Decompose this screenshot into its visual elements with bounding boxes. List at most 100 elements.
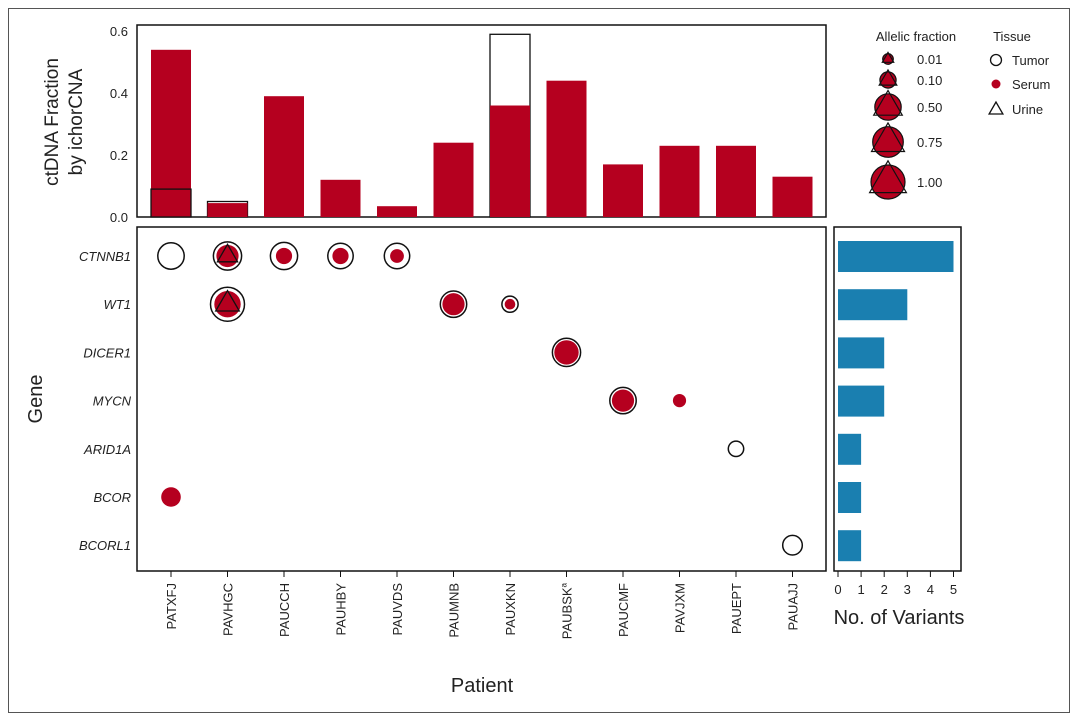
legend-size-circle	[872, 126, 904, 158]
serum-dot	[390, 249, 404, 263]
legend-tissue-title: Tissue	[993, 29, 1031, 44]
legend-tissue-label: Serum	[1012, 77, 1050, 92]
legend-tumor-symbol	[989, 53, 1003, 67]
legend-size-title: Allelic fraction	[876, 29, 956, 44]
variant-dot-matrix: CTNNB1 WT1 DICER1 MYCN ARID1A BCOR BCORL1 PATX…	[25, 226, 827, 697]
variant-count-bar	[838, 337, 885, 369]
serum-bar	[151, 49, 191, 217]
serum-bar	[490, 105, 530, 217]
serum-dot	[554, 340, 579, 365]
urine-triangle	[214, 289, 241, 312]
variant-count-bar	[838, 241, 954, 272]
variant-count-bar	[838, 385, 885, 417]
patient-tick-label: PAUXKN	[503, 583, 518, 636]
serum-dot	[442, 293, 465, 316]
patient-tick-label: PAUCMF	[616, 583, 631, 637]
gene-tick-label: DICER1	[83, 345, 131, 360]
ctdna-ytick-label: 0.2	[110, 148, 128, 163]
patient-superscript: a	[560, 582, 569, 587]
patient-labels: PATXFJ PAVHGC PAUCCH PAUHBY PAUVDS PAUMNB PAUX…	[164, 571, 801, 639]
variants-bar-chart: 0 1 2 3 4 5 No. of Variants	[833, 226, 964, 629]
legend-serum-symbol	[991, 79, 1001, 89]
patient-tick-label: PAUEPT	[729, 583, 744, 634]
variants-plot-frame	[833, 226, 962, 572]
gene-tick-label: BCOR	[93, 490, 131, 505]
patient-tick-label: PAUAJJ	[786, 583, 801, 630]
urine-triangle	[216, 242, 239, 263]
figure-frame	[8, 8, 1070, 713]
ctdna-y-ticks: 0.0 0.2 0.4 0.6	[110, 24, 128, 225]
legend-size-entries: 0.01 0.10 0.50 0.75 1.00	[868, 51, 942, 200]
serum-dot	[275, 247, 293, 265]
tumor-circle	[727, 440, 745, 458]
patient-tick-label: PAUBSKa	[560, 582, 575, 639]
legend-tissue-label: Tumor	[1012, 53, 1050, 68]
gene-labels: CTNNB1 WT1 DICER1 MYCN ARID1A BCOR BCORL1	[79, 249, 132, 553]
serum-bar	[320, 179, 361, 217]
patient-tick-label: PAVHGC	[221, 583, 236, 636]
ctdna-ylabel-line2: by ichorCNA	[66, 68, 87, 175]
serum-bar	[603, 164, 643, 217]
legend-size-label: 0.75	[917, 135, 942, 150]
ctdna-plot-frame	[136, 24, 827, 218]
legend-size-triangle	[872, 89, 904, 116]
variant-count-bar	[838, 289, 908, 321]
variant-count-bar	[838, 433, 862, 465]
patient-tick-label: PAVJXM	[673, 583, 688, 633]
serum-bar	[433, 142, 474, 217]
serum-dot	[216, 244, 239, 268]
variant-xtick-label: 1	[857, 582, 864, 597]
serum-dot	[504, 298, 516, 310]
variant-dots	[157, 241, 804, 556]
legend-size-label: 0.10	[917, 73, 942, 88]
matrix-plot-frame	[136, 226, 827, 572]
variant-xtick-label: 0	[834, 582, 841, 597]
patient-tick-label: PATXFJ	[164, 583, 179, 629]
legend-size-label: 0.01	[917, 52, 942, 67]
legend-size-triangle	[870, 121, 906, 153]
serum-dot	[611, 389, 635, 412]
gene-tick-label: CTNNB1	[79, 249, 131, 264]
ctdna-bar-chart: 0.0 0.2 0.4 0.6 ctDNA Fraction by ichorCNA	[42, 24, 827, 225]
legend: Allelic fraction 0.01 0.10 0.50 0.75 1.00 Ti…	[868, 29, 1050, 200]
legend-urine-symbol	[987, 100, 1005, 115]
variant-xtick-label: 4	[927, 582, 934, 597]
legend-tissue-label: Urine	[1012, 102, 1043, 117]
variant-count-bar	[838, 530, 862, 562]
legend-tissue-entries: Tumor Serum Urine	[987, 53, 1050, 117]
serum-bar	[377, 206, 417, 217]
gene-tick-label: MYCN	[93, 394, 132, 409]
legend-size-circle	[874, 93, 902, 121]
tumor-circle	[781, 534, 804, 556]
ctdna-ylabel-line1: ctDNA Fraction	[42, 58, 63, 186]
serum-bar	[716, 145, 756, 217]
serum-dot	[214, 291, 241, 318]
ctdna-ytick-label: 0.0	[110, 210, 128, 225]
legend-size-label: 0.50	[917, 100, 942, 115]
variant-xtick-label: 5	[950, 582, 957, 597]
serum-bar	[546, 80, 587, 217]
variant-xtick-label: 2	[881, 582, 888, 597]
legend-size-circle	[870, 164, 906, 200]
gene-tick-label: BCORL1	[79, 538, 131, 553]
matrix-ylabel: Gene	[25, 375, 47, 424]
patient-tick-label: PAUVDS	[390, 583, 405, 636]
ctdna-ytick-label: 0.4	[110, 86, 128, 101]
gene-tick-label: ARID1A	[83, 442, 131, 457]
legend-size-triangle	[881, 51, 895, 63]
serum-bar	[207, 203, 248, 217]
ctdna-ytick-label: 0.6	[110, 24, 128, 39]
legend-size-triangle	[868, 159, 908, 194]
variant-count-bar	[838, 482, 862, 513]
patient-tick-label: PAUCCH	[277, 583, 292, 637]
variant-bars	[838, 241, 954, 562]
serum-dot	[332, 247, 349, 265]
matrix-xlabel: Patient	[451, 675, 514, 697]
serum-dot	[161, 487, 181, 507]
gene-tick-label: WT1	[104, 297, 131, 312]
legend-size-triangle	[878, 68, 898, 86]
ctdna-bars	[150, 33, 813, 218]
variant-xtick-label: 3	[904, 582, 911, 597]
serum-bar	[264, 96, 304, 217]
